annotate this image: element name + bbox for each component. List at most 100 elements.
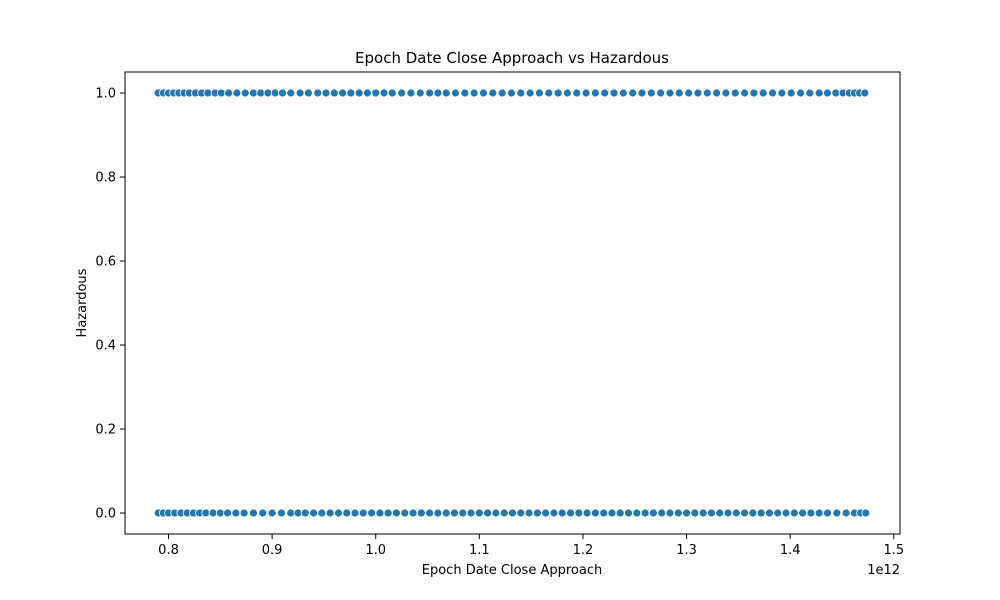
data-point: [632, 508, 642, 518]
data-point: [640, 508, 650, 518]
data-point: [507, 88, 516, 98]
data-point: [649, 508, 658, 518]
data-point: [618, 88, 628, 98]
data-point: [646, 88, 656, 98]
data-point: [860, 88, 870, 98]
data-point: [786, 88, 796, 98]
data-point: [488, 88, 498, 98]
data-point: [637, 88, 647, 98]
data-point: [215, 508, 225, 518]
data-point: [581, 88, 591, 98]
data-point: [497, 88, 507, 98]
data-point: [224, 88, 234, 98]
x-offset-label: 1e12: [867, 563, 900, 578]
data-point: [656, 88, 666, 98]
data-point: [768, 88, 777, 98]
data-point: [491, 508, 501, 518]
data-point: [451, 88, 460, 98]
data-point: [702, 88, 712, 98]
data-point: [303, 88, 313, 98]
data-point: [516, 88, 526, 98]
x-tick-label: 1.1: [469, 543, 490, 558]
x-tick-label: 1.0: [365, 543, 386, 558]
data-point: [249, 508, 258, 518]
data-point: [823, 508, 832, 518]
data-point: [208, 508, 218, 518]
data-point: [346, 88, 356, 98]
data-point: [572, 88, 582, 98]
data-point: [831, 88, 841, 98]
y-tick-label: 0.8: [95, 171, 116, 186]
data-point: [267, 508, 277, 518]
data-point: [624, 508, 633, 518]
y-tick-label: 1.0: [95, 87, 116, 102]
data-point: [313, 88, 323, 98]
data-point: [278, 88, 287, 98]
data-point: [371, 88, 381, 98]
data-point: [474, 508, 484, 518]
x-tick-label: 0.8: [158, 543, 179, 558]
data-point: [841, 508, 851, 518]
data-point: [293, 508, 303, 518]
data-point: [698, 508, 708, 518]
data-point: [223, 508, 232, 518]
data-point: [740, 88, 749, 98]
data-point: [756, 508, 766, 518]
data-point: [460, 88, 470, 98]
data-point: [693, 88, 703, 98]
data-point: [814, 508, 824, 518]
data-point: [239, 508, 249, 518]
data-point: [232, 88, 242, 98]
data-point: [574, 508, 584, 518]
data-point: [566, 508, 575, 518]
plot-frame: [124, 71, 901, 535]
data-point: [231, 508, 241, 518]
data-point: [553, 88, 563, 98]
data-point: [805, 88, 815, 98]
y-axis: 0.0 0.2 0.4 0.6 0.8 1.0: [95, 87, 125, 522]
data-point: [433, 88, 443, 98]
data-point: [367, 508, 376, 518]
data-point: [798, 508, 808, 518]
data-point: [777, 88, 787, 98]
data-point: [201, 508, 211, 518]
data-point: [582, 508, 592, 518]
data-point: [765, 508, 774, 518]
data-point: [286, 508, 296, 518]
data-point: [758, 88, 768, 98]
data-point: [541, 508, 551, 518]
data-point: [806, 508, 816, 518]
data-point: [286, 88, 296, 98]
data-point: [832, 508, 842, 518]
data-point: [295, 88, 305, 98]
data-point: [342, 508, 352, 518]
data-point: [549, 508, 559, 518]
data-point: [270, 88, 280, 98]
data-point: [499, 508, 509, 518]
data-point: [397, 88, 407, 98]
y-tick-label: 0.0: [95, 507, 116, 522]
data-point: [425, 508, 435, 518]
data-point: [329, 88, 339, 98]
x-axis-label: Epoch Date Close Approach: [422, 563, 602, 578]
data-point: [450, 508, 459, 518]
data-point: [657, 508, 667, 518]
data-point: [240, 88, 250, 98]
data-point: [425, 88, 435, 98]
data-point: [712, 88, 722, 98]
data-point: [249, 88, 258, 98]
data-point: [203, 88, 213, 98]
data-point: [338, 88, 347, 98]
data-point: [544, 88, 554, 98]
y-tick-label: 0.4: [95, 339, 116, 354]
data-point: [823, 88, 832, 98]
data-point: [433, 508, 443, 518]
data-point: [789, 508, 799, 518]
data-point: [379, 88, 389, 98]
data-point: [749, 88, 759, 98]
data-point: [563, 88, 572, 98]
data-point: [350, 508, 360, 518]
data-point: [400, 508, 410, 518]
data-point: [408, 508, 418, 518]
